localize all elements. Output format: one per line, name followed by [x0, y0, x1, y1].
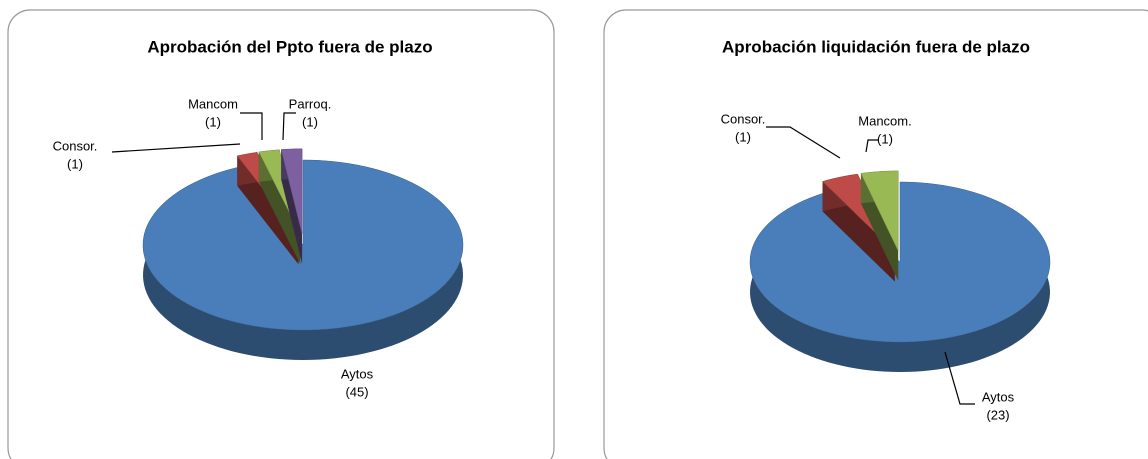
slice — [142, 159, 464, 331]
slice-value-label: (23) — [986, 407, 1009, 422]
slice-label: Aytos — [982, 389, 1015, 404]
slice-value-label: (1) — [67, 156, 83, 171]
slice — [749, 181, 1051, 343]
leader-line — [282, 112, 296, 141]
slice — [280, 148, 303, 234]
slice-label: Consor. — [53, 138, 98, 153]
slice-label: Parroq. — [289, 96, 332, 111]
slice-value-label: (1) — [205, 114, 221, 129]
slice — [860, 170, 899, 251]
slice-label: Consor. — [721, 111, 766, 126]
slice-value-label: (1) — [877, 131, 893, 146]
leader-line — [944, 351, 975, 405]
chart-title: Aprobación liquidación fuera de plazo — [722, 37, 1030, 56]
slice-value-label: (1) — [302, 114, 318, 129]
leader-line — [111, 143, 241, 153]
slice-label: Mancom — [188, 96, 238, 111]
leader-line — [240, 112, 263, 140]
slice-label: Mancom. — [858, 113, 911, 128]
slice-label: Aytos — [341, 366, 374, 381]
slice-value-label: (1) — [735, 129, 751, 144]
slice-value-label: (45) — [345, 384, 368, 399]
chart-title: Aprobación del Ppto fuera de plazo — [147, 37, 432, 56]
leader-line — [865, 139, 878, 153]
leader-line — [766, 126, 841, 159]
